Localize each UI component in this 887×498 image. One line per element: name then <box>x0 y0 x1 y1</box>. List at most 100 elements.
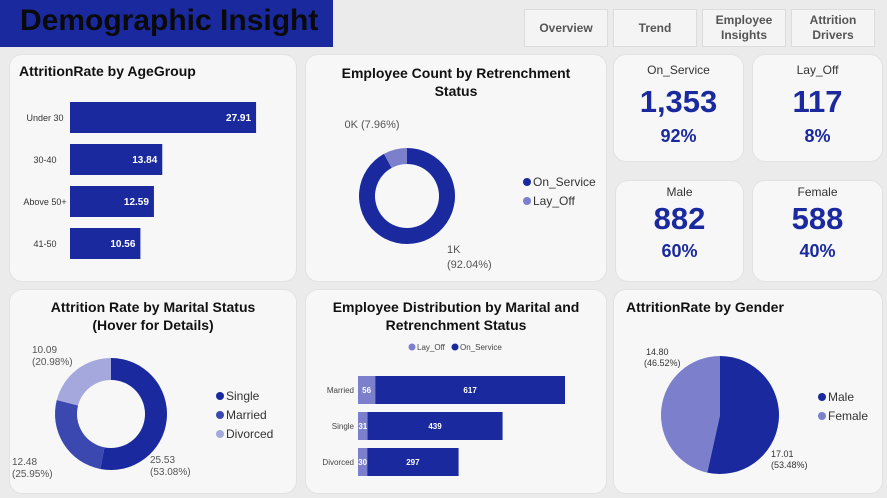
kpi-on-service-label: On_Service <box>647 63 710 77</box>
retrenchment-donut-chart: 1K (92.04%) 0K (7.96%) On_Service Lay_Off <box>344 119 596 271</box>
kpi-female-card: Female 588 40% <box>753 181 882 281</box>
gender-pie-chart: 17.01(53.48%) 14.80(46.52%) Male Female <box>644 347 868 474</box>
marital-rate-legend-label-0: Single <box>226 389 260 403</box>
gender-slice-label-value: 17.01 <box>771 449 794 459</box>
kpi-lay-off-value: 117 <box>792 84 843 119</box>
kpi-lay-off-card: Lay_Off 117 8% <box>753 55 882 161</box>
age-bar-0 <box>70 102 257 133</box>
age-bar-1 <box>70 144 163 175</box>
retrenchment-slice-0 <box>359 148 455 244</box>
kpi-male-pct: 60% <box>661 241 698 261</box>
kpi-on-service-value: 1,353 <box>639 84 718 119</box>
age-tick-label: 30-40 <box>33 155 56 165</box>
kpi-female-pct: 40% <box>799 241 836 261</box>
retrenchment-slice-label-value: 1K <box>447 244 461 256</box>
marital-dist-bar-chart: Lay_Off On_Service Married 56 617 Single 31 439… <box>322 343 565 476</box>
marital-dist-bar-value: 56 <box>362 386 371 395</box>
title-bar: Demographic Insight <box>0 0 333 47</box>
nav-overview-button[interactable]: Overview <box>524 9 608 47</box>
kpi-male-label: Male <box>666 185 693 199</box>
gender-slice-1 <box>661 356 720 473</box>
page-title: Demographic Insight <box>20 4 319 37</box>
marital-rate-donut-chart: 25.53(53.08%) 12.48(25.95%) 10.09(20.98%) S… <box>12 345 273 480</box>
retrenchment-legend-marker-0 <box>523 178 531 186</box>
kpi-female-value: 588 <box>791 201 844 236</box>
marital-rate-legend-marker-1 <box>216 411 224 419</box>
gender-slice-0 <box>707 356 780 474</box>
gender-slice-label-pct: (46.52%) <box>644 358 681 368</box>
marital-rate-slice-label-pct: (53.08%) <box>150 467 191 478</box>
marital-rate-slice-label-value: 10.09 <box>32 345 57 356</box>
marital-dist-bar-value: 31 <box>358 422 367 431</box>
marital-dist-bar-On_Service-2 <box>367 448 459 476</box>
marital-rate-chart-subtitle: (Hover for Details) <box>92 317 214 333</box>
gender-legend-marker-1 <box>818 412 826 420</box>
gender-legend-marker-0 <box>818 393 826 401</box>
kpi-female-label: Female <box>797 185 838 199</box>
retrenchment-card: Employee Count by Retrenchment Status 1K… <box>306 55 606 281</box>
marital-dist-bar-value: 439 <box>428 422 442 431</box>
marital-rate-legend-marker-0 <box>216 392 224 400</box>
marital-dist-bar-Lay_Off-1 <box>358 412 368 440</box>
marital-rate-legend-label-1: Married <box>226 408 267 422</box>
marital-rate-slice-label-value: 25.53 <box>150 455 175 466</box>
marital-rate-slice-2 <box>56 358 111 406</box>
age-bar-value-label: 10.56 <box>110 239 135 250</box>
marital-dist-card: Employee Distribution by Marital and Ret… <box>306 290 606 493</box>
kpi-on-service-pct: 92% <box>660 126 697 146</box>
retrenchment-chart-title: Employee Count by Retrenchment Status <box>341 65 571 99</box>
marital-dist-chart-title: Employee Distribution by Marital and Ret… <box>332 299 580 333</box>
marital-dist-tick-label: Single <box>332 422 355 431</box>
marital-rate-legend-marker-2 <box>216 430 224 438</box>
kpi-lay-off-label: Lay_Off <box>796 63 839 77</box>
age-bar-3 <box>70 228 141 259</box>
marital-dist-bar-On_Service-1 <box>367 412 503 440</box>
marital-rate-slice-0 <box>100 358 167 470</box>
marital-dist-bar-value: 30 <box>358 458 367 467</box>
marital-rate-slice-label-pct: (25.95%) <box>12 469 53 480</box>
age-bar-value-label: 12.59 <box>124 197 149 208</box>
marital-dist-bar-value: 617 <box>463 386 477 395</box>
retrenchment-slice-1 <box>383 148 407 168</box>
age-tick-label: 41-50 <box>33 239 56 249</box>
kpi-lay-off-pct: 8% <box>804 126 831 146</box>
gender-slice-label-pct: (53.48%) <box>771 460 808 470</box>
marital-rate-chart-title: Attrition Rate by Marital Status <box>50 299 256 315</box>
kpi-male-card: Male 882 60% <box>616 181 743 281</box>
retrenchment-legend-label-1: Lay_Off <box>533 194 575 208</box>
marital-rate-slice-label-value: 12.48 <box>12 457 37 468</box>
gender-card: AttritionRate by Gender 17.01 (53.48%) 14.… <box>614 290 882 493</box>
kpi-on-service-card: On_Service 1,353 92% <box>614 55 743 161</box>
age-bar-value-label: 13.84 <box>132 155 157 166</box>
age-bar-value-label: 27.91 <box>226 113 251 124</box>
gender-slice-label-value: 14.80 <box>646 347 669 357</box>
marital-dist-bar-Lay_Off-0 <box>358 376 376 404</box>
nav-employee-insights-button[interactable]: Employee Insights <box>702 9 786 47</box>
age-tick-label: Above 50+ <box>23 197 66 207</box>
marital-dist-legend-marker-0 <box>408 343 416 351</box>
marital-dist-tick-label: Divorced <box>322 458 354 467</box>
retrenchment-legend-label-0: On_Service <box>533 175 596 189</box>
retrenchment-slice-label: 0K (7.96%) <box>344 119 399 131</box>
gender-legend-label-1: Female <box>828 409 868 423</box>
kpi-male-value: 882 <box>653 201 706 236</box>
nav-trend-button[interactable]: Trend <box>613 9 697 47</box>
nav-attrition-drivers-button[interactable]: Attrition Drivers <box>791 9 875 47</box>
marital-dist-tick-label: Married <box>327 386 354 395</box>
gender-legend-label-0: Male <box>828 390 854 404</box>
marital-dist-legend-label-0: Lay_Off <box>417 343 446 352</box>
marital-dist-bar-value: 297 <box>406 458 420 467</box>
marital-rate-card: Attrition Rate by Marital Status (Hover … <box>10 290 296 493</box>
marital-rate-slice-label-pct: (20.98%) <box>32 357 73 368</box>
age-chart-title: AttritionRate by AgeGroup <box>19 63 196 79</box>
marital-rate-legend-label-2: Divorced <box>226 427 273 441</box>
gender-chart-title: AttritionRate by Gender <box>626 299 784 315</box>
retrenchment-slice-label-pct: (92.04%) <box>447 259 492 271</box>
age-group-card: AttritionRate by AgeGroup Under 30 27.91 3… <box>10 55 296 281</box>
age-tick-label: Under 30 <box>26 113 63 123</box>
marital-dist-bar-Lay_Off-2 <box>358 448 368 476</box>
marital-rate-slice-1 <box>55 399 105 469</box>
retrenchment-legend-marker-1 <box>523 197 531 205</box>
marital-dist-legend-label-1: On_Service <box>460 343 502 352</box>
age-bar-2 <box>70 186 154 217</box>
